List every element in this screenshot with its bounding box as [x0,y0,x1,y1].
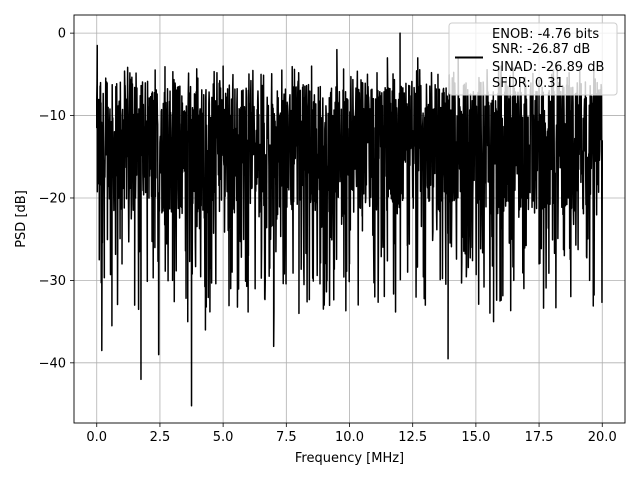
x-ticks: 0.0 2.5 5.0 7.5 10.0 12.5 15.0 17.5 20.0 [86,423,617,445]
x-tick-label: 0.0 [86,430,107,445]
x-tick-label: 17.5 [525,430,554,445]
legend-entry-sinad: SINAD: -26.89 dB [492,60,604,75]
psd-series-line [96,32,603,407]
x-tick-label: 5.0 [213,430,234,445]
x-tick-label: 10.0 [335,430,364,445]
y-tick-label: −10 [39,109,66,124]
y-ticks: 0 −10 −20 −30 −40 [39,27,74,371]
y-tick-label: −40 [39,356,66,371]
x-tick-label: 20.0 [588,430,617,445]
y-tick-label: −30 [39,274,66,289]
y-axis-label: PSD [dB] [14,190,29,248]
series-layer [96,32,603,407]
x-tick-label: 12.5 [398,430,427,445]
y-tick-label: −20 [39,191,66,206]
x-tick-label: 15.0 [461,430,490,445]
y-tick-label: 0 [58,27,66,42]
legend: ENOB: -4.76 bits SNR: -26.87 dB SINAD: -… [448,22,618,96]
legend-entry-sfdr: SFDR: 0.31 [492,76,564,91]
x-tick-label: 2.5 [150,430,171,445]
legend-box [448,22,618,96]
x-tick-label: 7.5 [276,430,297,445]
x-axis-label: Frequency [MHz] [295,451,404,466]
legend-entry-enob: ENOB: -4.76 bits [492,27,599,42]
legend-entry-snr: SNR: -26.87 dB [492,42,590,57]
